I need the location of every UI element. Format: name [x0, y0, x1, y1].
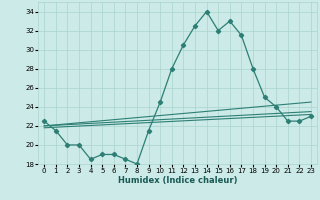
X-axis label: Humidex (Indice chaleur): Humidex (Indice chaleur)	[118, 176, 237, 185]
